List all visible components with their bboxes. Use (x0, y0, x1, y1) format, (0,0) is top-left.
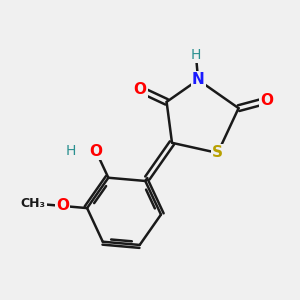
Text: O: O (134, 82, 146, 97)
Text: H: H (191, 48, 201, 62)
Text: O: O (89, 144, 102, 159)
Text: O: O (260, 93, 274, 108)
Text: S: S (212, 146, 223, 160)
Text: N: N (192, 72, 205, 87)
Text: O: O (56, 198, 69, 213)
Text: H: H (66, 144, 76, 158)
Text: CH₃: CH₃ (20, 197, 46, 210)
